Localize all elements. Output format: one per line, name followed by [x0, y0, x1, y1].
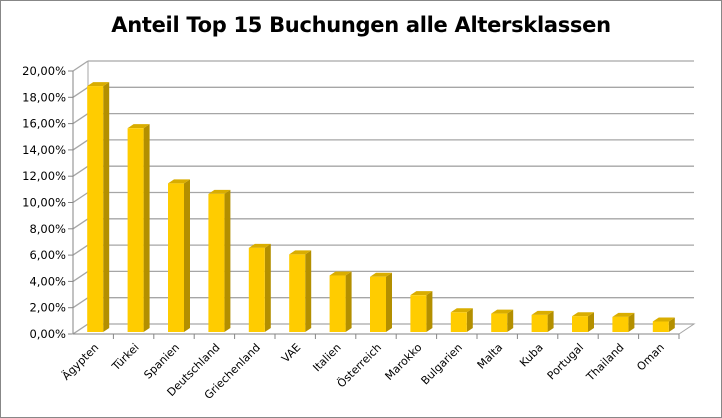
side-gridline [72, 191, 89, 204]
bar-side [628, 312, 635, 332]
side-gridline [72, 139, 89, 151]
y-tick-label: 12,00% [22, 169, 66, 183]
bar-top [87, 82, 110, 87]
y-tick-label: 6,00% [29, 248, 66, 262]
y-tick-label: 14,00% [22, 143, 66, 157]
bar-top [652, 317, 675, 322]
y-tick-label: 2,00% [29, 301, 66, 315]
side-gridline [72, 165, 89, 177]
side-gridline [72, 270, 89, 282]
bar-side [668, 317, 675, 332]
bar-bulgarien [450, 312, 467, 332]
bar-deutschland [208, 193, 225, 332]
chart-title: Anteil Top 15 Buchungen alle Altersklass… [111, 13, 611, 37]
y-tick-label: 20,00% [22, 64, 66, 78]
bar-top [572, 312, 594, 317]
side-gridline [72, 297, 89, 309]
bar-portugal [572, 316, 588, 332]
bar-top [450, 308, 473, 313]
y-tick-label: 4,00% [29, 274, 66, 288]
y-tick-label: 8,00% [29, 222, 66, 236]
x-tick-label: Türkei [109, 341, 142, 374]
bar-side [466, 308, 473, 332]
x-tick-label: Bulgarien [419, 341, 465, 387]
bar-marokko [410, 295, 427, 332]
bar-top [127, 124, 150, 129]
bar-top [208, 189, 231, 194]
bar-top [168, 179, 190, 184]
bar-side [264, 243, 271, 332]
bar-italien [329, 275, 346, 332]
bar-ägypten [87, 86, 104, 332]
bar-top [491, 309, 514, 314]
x-tick-label: Italien [310, 341, 343, 374]
side-gridline [72, 60, 89, 72]
bar-österreich [370, 276, 386, 332]
bar-side [588, 312, 594, 332]
x-tick-label: Malta [475, 341, 506, 372]
bar-side [386, 272, 392, 332]
bar-side [103, 82, 110, 332]
y-tick-label: 16,00% [22, 117, 66, 131]
bar-malta [491, 313, 508, 332]
x-tick-label: Oman [634, 341, 667, 374]
bar-top [289, 250, 312, 255]
side-gridline [72, 218, 89, 230]
y-tick-label: 18,00% [22, 90, 66, 104]
bar-side [345, 271, 352, 332]
bar-side [224, 189, 231, 332]
side-gridline [72, 113, 89, 125]
bar-top [329, 271, 352, 276]
x-tick-label: Ägypten [60, 341, 102, 383]
bar-kuba [531, 314, 548, 332]
bar-türkei [127, 128, 144, 332]
bar-oman [652, 321, 669, 332]
bar-side [426, 291, 433, 332]
bar-top [612, 312, 635, 317]
x-tick-label: Portugal [545, 341, 586, 382]
bar-thailand [612, 316, 629, 332]
bar-side [143, 124, 150, 332]
bar-spanien [168, 183, 184, 332]
x-tick-label: Kuba [517, 341, 546, 370]
bar-griechenland [248, 247, 265, 332]
bar-top [410, 291, 433, 296]
bar-side [507, 309, 514, 332]
x-tick-label: Spanien [141, 341, 182, 382]
y-tick-label: 10,00% [22, 196, 66, 210]
x-tick-label: Österreich [335, 341, 384, 390]
bar-vae [289, 254, 306, 332]
side-gridline [72, 244, 89, 256]
bar-top [531, 310, 554, 315]
bar-top [248, 243, 271, 248]
bar-top [370, 272, 392, 277]
x-tick-label: VAE [279, 341, 303, 365]
x-tick-label: Marokko [383, 341, 425, 383]
bar-side [547, 310, 554, 332]
bar-side [305, 250, 312, 332]
side-gridline [72, 86, 89, 98]
bar-side [184, 179, 190, 332]
x-tick-label: Thailand [583, 341, 626, 384]
y-tick-label: 0,00% [29, 327, 66, 341]
